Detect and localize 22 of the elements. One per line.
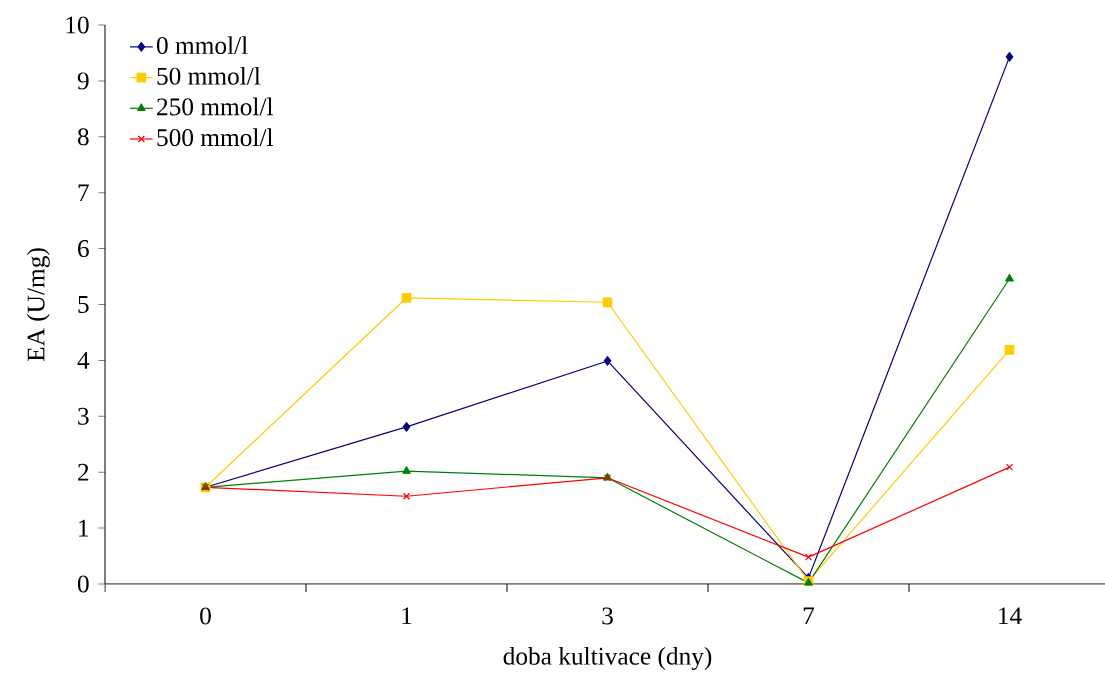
y-tick-label: 0 [77, 575, 89, 593]
y-tick-label: 5 [78, 296, 89, 313]
y-tick-label: 1 [79, 519, 89, 537]
x-axis-title: doba kultivace (dny) [503, 646, 712, 670]
x-tick-label: 7 [803, 607, 815, 624]
legend-label: 500 mmol/l [157, 128, 274, 147]
x-tick-label: 14 [999, 607, 1022, 625]
y-axis-title: EA (U/mg) [26, 248, 50, 362]
x-tick-label: 0 [200, 607, 211, 625]
y-tick-label: 8 [77, 128, 89, 146]
y-tick-label: 6 [78, 240, 89, 258]
y-tick-label: 4 [77, 352, 90, 369]
legend-label: 0 mmol/l [156, 36, 248, 55]
x-tick-label: 1 [402, 607, 412, 625]
legend-label: 50 mmol/l [157, 66, 261, 85]
x-tick-label: 3 [602, 607, 613, 625]
y-tick-label: 9 [77, 72, 89, 90]
y-tick-label: 3 [78, 407, 89, 425]
legend-label: 250 mmol/l [157, 97, 274, 116]
y-tick-label: 10 [66, 16, 89, 34]
y-tick-label: 2 [78, 463, 89, 481]
y-tick-label: 7 [78, 184, 89, 201]
